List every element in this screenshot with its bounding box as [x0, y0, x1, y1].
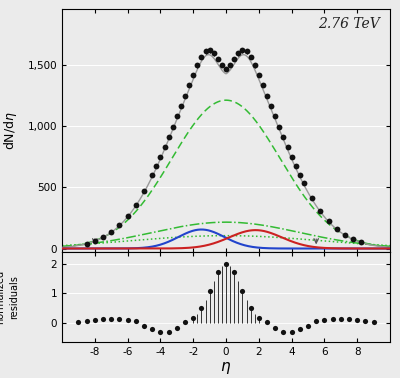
Point: [338, 316, 344, 322]
Point: [182, 319, 188, 325]
Point: [124, 317, 131, 323]
Point: [108, 316, 114, 322]
Point: [83, 319, 90, 325]
Point: [346, 316, 352, 322]
Point: [231, 270, 238, 276]
Point: [330, 316, 336, 322]
Point: [264, 319, 270, 325]
Point: [223, 261, 229, 267]
Point: [272, 325, 278, 331]
Point: [239, 288, 246, 294]
Point: [174, 325, 180, 331]
Point: [92, 317, 98, 323]
Point: [157, 329, 164, 335]
Point: [215, 270, 221, 276]
Point: [166, 329, 172, 335]
Y-axis label: dN/d$\eta$: dN/d$\eta$: [2, 112, 19, 150]
X-axis label: $\eta$: $\eta$: [220, 360, 232, 376]
Point: [313, 319, 320, 325]
Point: [288, 329, 295, 335]
Point: [190, 315, 196, 321]
Point: [256, 315, 262, 321]
Point: [354, 317, 360, 323]
Text: 2.76 TeV: 2.76 TeV: [318, 17, 380, 31]
Point: [198, 305, 205, 311]
Point: [370, 319, 377, 325]
Point: [116, 316, 122, 322]
Point: [149, 326, 155, 332]
Point: [362, 319, 369, 325]
Point: [132, 319, 139, 325]
Point: [141, 323, 147, 329]
Point: [321, 317, 328, 323]
Point: [297, 326, 303, 332]
Point: [75, 319, 82, 325]
Point: [305, 323, 311, 329]
Point: [100, 316, 106, 322]
Point: [206, 288, 213, 294]
Point: [280, 329, 286, 335]
Y-axis label: normalized
residuals: normalized residuals: [0, 270, 19, 324]
Point: [247, 305, 254, 311]
